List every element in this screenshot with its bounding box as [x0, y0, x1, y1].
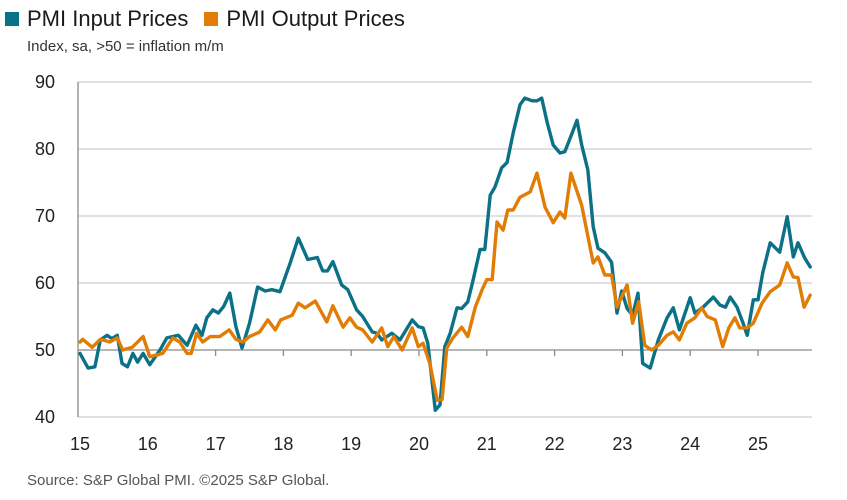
y-tick-label: 60: [35, 273, 55, 293]
y-tick-label: 40: [35, 407, 55, 427]
y-tick-label: 80: [35, 139, 55, 159]
x-tick-label: 17: [206, 434, 226, 454]
y-tick-label: 50: [35, 340, 55, 360]
legend-item-input-prices: PMI Input Prices: [5, 6, 188, 32]
y-tick-label: 90: [35, 72, 55, 92]
legend-label-output-prices: PMI Output Prices: [226, 6, 405, 31]
x-tick-label: 24: [680, 434, 700, 454]
series-line-output-prices: [78, 171, 812, 402]
legend-swatch-input-prices: [5, 12, 19, 26]
x-tick-label: 15: [70, 434, 90, 454]
x-tick-label: 23: [612, 434, 632, 454]
x-tick-label: 25: [748, 434, 768, 454]
x-tick-label: 19: [341, 434, 361, 454]
x-tick-label: 20: [409, 434, 429, 454]
x-tick-label: 16: [138, 434, 158, 454]
legend-label-input-prices: PMI Input Prices: [27, 6, 189, 31]
x-tick-label: 22: [545, 434, 565, 454]
series-line-input-prices: [78, 96, 812, 412]
source-note: Source: S&P Global PMI. ©2025 S&P Global…: [27, 472, 330, 489]
legend: PMI Input Prices PMI Output Prices: [5, 6, 421, 32]
chart-subtitle: Index, sa, >50 = inflation m/m: [27, 38, 224, 55]
x-tick-label: 21: [477, 434, 497, 454]
legend-swatch-output-prices: [204, 12, 219, 26]
y-tick-label: 70: [35, 206, 55, 226]
x-tick-label: 18: [273, 434, 293, 454]
legend-item-output-prices: PMI Output Prices: [204, 6, 405, 32]
